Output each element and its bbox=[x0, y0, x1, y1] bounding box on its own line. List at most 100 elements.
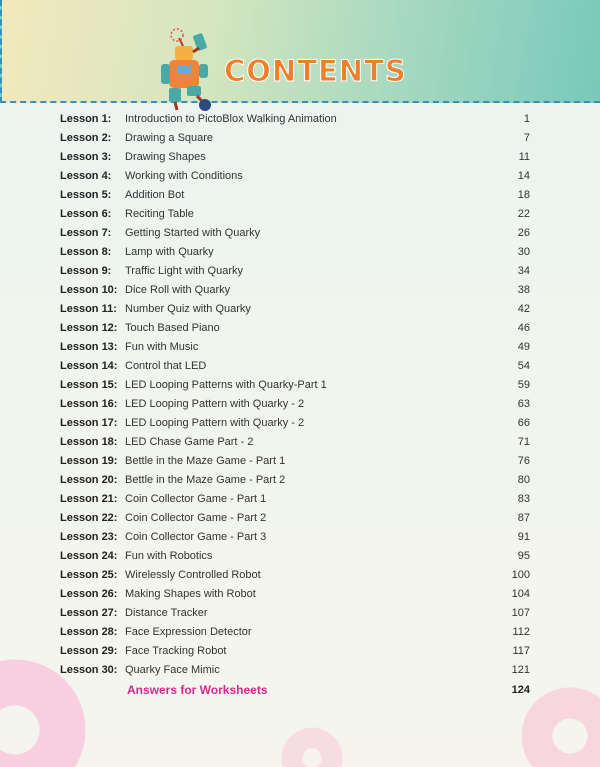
lesson-page: 34 bbox=[517, 265, 530, 277]
toc-entry[interactable]: Lesson 8: Lamp with Quarky 30 bbox=[60, 246, 530, 265]
lesson-num: Lesson 7: bbox=[60, 227, 112, 239]
toc-entry[interactable]: Lesson 13: Fun with Music 49 bbox=[60, 341, 530, 360]
lesson-num: Lesson 12: bbox=[60, 322, 118, 334]
toc-entry[interactable]: Lesson 25: Wirelessly Controlled Robot 100 bbox=[60, 569, 530, 588]
lesson-num: Lesson 8: bbox=[60, 246, 112, 258]
lesson-num: Lesson 3: bbox=[60, 151, 112, 163]
lesson-page: 38 bbox=[517, 284, 530, 296]
lesson-name: Fun with Music bbox=[125, 341, 199, 353]
lesson-page: 14 bbox=[517, 170, 530, 182]
lesson-page: 95 bbox=[517, 550, 530, 562]
toc-entry[interactable]: Lesson 27: Distance Tracker 107 bbox=[60, 607, 530, 626]
lesson-num: Lesson 20: bbox=[60, 474, 118, 486]
toc-entry[interactable]: Lesson 22: Coin Collector Game - Part 2 87 bbox=[60, 512, 530, 531]
lesson-page: 49 bbox=[517, 341, 530, 353]
lesson-page: 18 bbox=[517, 189, 530, 201]
lesson-page: 7 bbox=[523, 132, 530, 144]
lesson-page: 11 bbox=[518, 151, 530, 163]
lesson-name: Getting Started with Quarky bbox=[125, 227, 261, 239]
lesson-page: 63 bbox=[517, 398, 530, 410]
lesson-num: Lesson 25: bbox=[60, 569, 118, 581]
lesson-page: 42 bbox=[517, 303, 530, 315]
lesson-name: Addition Bot bbox=[125, 189, 185, 201]
lesson-page: 46 bbox=[517, 322, 530, 334]
robot-mascot-icon bbox=[161, 28, 211, 111]
lesson-num: Lesson 27: bbox=[60, 607, 118, 619]
lesson-page: 117 bbox=[512, 645, 530, 657]
toc-entry[interactable]: Lesson 11: Number Quiz with Quarky 42 bbox=[60, 303, 530, 322]
page-title: CONTENTS bbox=[224, 54, 407, 89]
lesson-num: Lesson 23: bbox=[60, 531, 118, 543]
toc-entry[interactable]: Lesson 20: Bettle in the Maze Game - Part… bbox=[60, 474, 530, 493]
toc-entry[interactable]: Lesson 24: Fun with Robotics 95 bbox=[60, 550, 530, 569]
lesson-name: Drawing Shapes bbox=[125, 151, 206, 163]
toc-entry[interactable]: Lesson 23: Coin Collector Game - Part 3 91 bbox=[60, 531, 530, 550]
toc-entry[interactable]: Lesson 17: LED Looping Pattern with Quark… bbox=[60, 417, 530, 436]
toc-entry[interactable]: Lesson 12: Touch Based Piano 46 bbox=[60, 322, 530, 341]
lesson-num: Lesson 29: bbox=[60, 645, 118, 657]
lesson-page: 104 bbox=[511, 588, 530, 600]
toc-entry[interactable]: Lesson 3: Drawing Shapes 11 bbox=[60, 151, 530, 170]
lesson-name: Bettle in the Maze Game - Part 2 bbox=[125, 474, 286, 486]
lesson-page: 71 bbox=[517, 436, 530, 448]
answers-page-number: 124 bbox=[511, 684, 530, 696]
lesson-name: Drawing a Square bbox=[125, 132, 214, 144]
lesson-page: 66 bbox=[517, 417, 530, 429]
lesson-num: Lesson 28: bbox=[60, 626, 118, 638]
answers-for-worksheets-link[interactable]: Answers for Worksheets bbox=[127, 683, 268, 697]
lesson-num: Lesson 16: bbox=[60, 398, 118, 410]
lesson-name: LED Looping Patterns with Quarky-Part 1 bbox=[125, 379, 327, 391]
lesson-num: Lesson 11: bbox=[60, 303, 117, 315]
toc-entry[interactable]: Lesson 10: Dice Roll with Quarky 38 bbox=[60, 284, 530, 303]
toc-entry[interactable]: Lesson 14: Control that LED 54 bbox=[60, 360, 530, 379]
lesson-name: Coin Collector Game - Part 3 bbox=[125, 531, 267, 543]
toc-entry[interactable]: Lesson 26: Making Shapes with Robot 104 bbox=[60, 588, 530, 607]
toc-entry[interactable]: Lesson 6: Reciting Table 22 bbox=[60, 208, 530, 227]
lesson-name: Making Shapes with Robot bbox=[125, 588, 256, 600]
lesson-name: Coin Collector Game - Part 1 bbox=[125, 493, 267, 505]
toc-entry[interactable]: Lesson 29: Face Tracking Robot 117 bbox=[60, 645, 530, 664]
toc-entry[interactable]: Lesson 30: Quarky Face Mimic 121 bbox=[60, 664, 530, 683]
lesson-num: Lesson 5: bbox=[60, 189, 112, 201]
lesson-num: Lesson 2: bbox=[60, 132, 112, 144]
lesson-num: Lesson 13: bbox=[60, 341, 118, 353]
lesson-num: Lesson 18: bbox=[60, 436, 118, 448]
lesson-name: Bettle in the Maze Game - Part 1 bbox=[125, 455, 286, 467]
lesson-name: Wirelessly Controlled Robot bbox=[125, 569, 261, 581]
toc-entry[interactable]: Lesson 16: LED Looping Pattern with Quark… bbox=[60, 398, 530, 417]
lesson-num: Lesson 1: bbox=[60, 113, 112, 125]
toc-entry[interactable]: Lesson 2: Drawing a Square 7 bbox=[60, 132, 530, 151]
toc-entry[interactable]: Lesson 15: LED Looping Patterns with Quar… bbox=[60, 379, 530, 398]
lesson-page: 26 bbox=[517, 227, 530, 239]
lesson-num: Lesson 17: bbox=[60, 417, 118, 429]
lesson-page: 22 bbox=[517, 208, 530, 220]
lesson-page: 54 bbox=[517, 360, 530, 372]
lesson-num: Lesson 24: bbox=[60, 550, 118, 562]
lesson-num: Lesson 22: bbox=[60, 512, 118, 524]
lesson-page: 30 bbox=[517, 246, 530, 258]
lesson-num: Lesson 4: bbox=[60, 170, 112, 182]
toc-entry[interactable]: Lesson 21: Coin Collector Game - Part 1 83 bbox=[60, 493, 530, 512]
toc-entry[interactable]: Lesson 19: Bettle in the Maze Game - Part… bbox=[60, 455, 530, 474]
toc-entry[interactable]: Lesson 28: Face Expression Detector 112 bbox=[60, 626, 530, 645]
toc-entry[interactable]: Lesson 7: Getting Started with Quarky 26 bbox=[60, 227, 530, 246]
lesson-name: Introduction to PictoBlox Walking Animat… bbox=[125, 113, 337, 125]
lesson-name: Lamp with Quarky bbox=[125, 246, 214, 258]
lesson-num: Lesson 10: bbox=[60, 284, 118, 296]
lesson-name: Working with Conditions bbox=[125, 170, 243, 182]
lesson-num: Lesson 21: bbox=[60, 493, 118, 505]
lesson-num: Lesson 15: bbox=[60, 379, 118, 391]
toc-entry[interactable]: Lesson 9: Traffic Light with Quarky 34 bbox=[60, 265, 530, 284]
lesson-name: Coin Collector Game - Part 2 bbox=[125, 512, 267, 524]
lesson-name: LED Looping Pattern with Quarky - 2 bbox=[125, 398, 305, 410]
header-banner: CONTENTS bbox=[0, 0, 600, 111]
toc-entry[interactable]: Lesson 1: Introduction to PictoBlox Walki… bbox=[60, 113, 530, 132]
toc-entry[interactable]: Lesson 4: Working with Conditions 14 bbox=[60, 170, 530, 189]
toc-entry[interactable]: Lesson 18: LED Chase Game Part - 2 71 bbox=[60, 436, 530, 455]
lesson-page: 76 bbox=[517, 455, 530, 467]
lesson-name: LED Looping Pattern with Quarky - 2 bbox=[125, 417, 305, 429]
lesson-num: Lesson 9: bbox=[60, 265, 112, 277]
toc-entry[interactable]: Lesson 5: Addition Bot 18 bbox=[60, 189, 530, 208]
lesson-name: Touch Based Piano bbox=[125, 322, 220, 334]
